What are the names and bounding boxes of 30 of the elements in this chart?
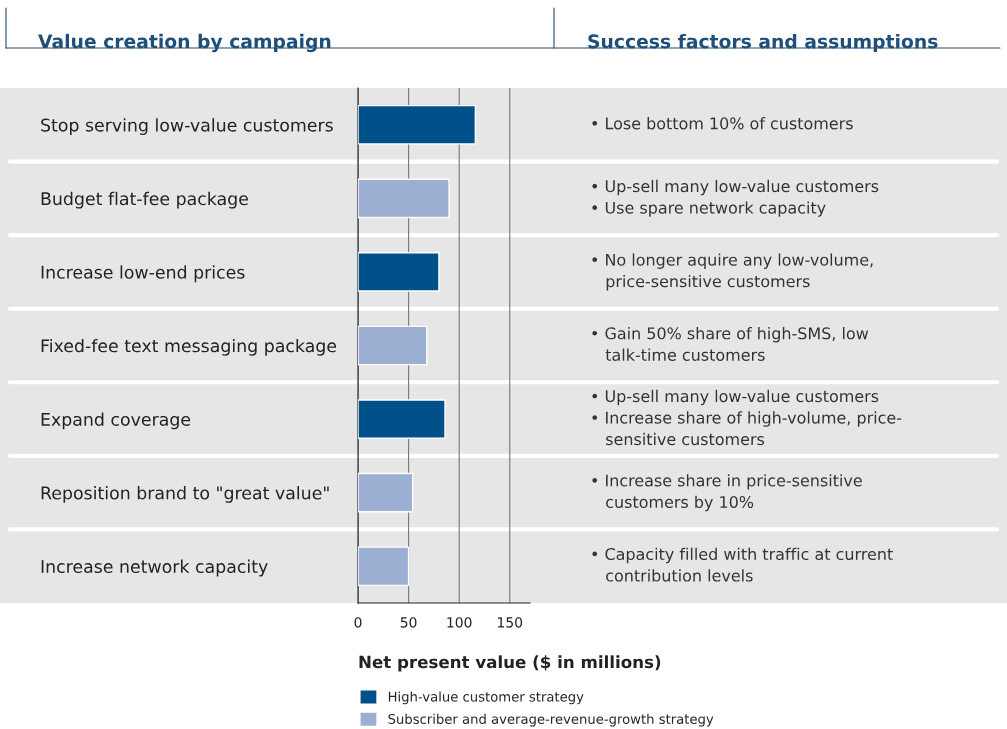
- text: • Capacity filled with traffic at current contribution levels: [592, 547, 893, 582]
- bar: [358, 399, 446, 439]
- text: Success factors and assumptions: [588, 33, 938, 53]
- text: • Increase share in price-sensitive customers by 10%: [592, 474, 862, 512]
- y-tick-label: Fixed-fee text messaging package: [41, 338, 337, 356]
- y-tick-label: Increase network capacity: [41, 559, 268, 577]
- x-tick-label: 100: [447, 617, 472, 628]
- y-tick-label: Reposition brand to "great value": [41, 486, 329, 503]
- bar: [358, 252, 440, 292]
- x-tick-label: 0: [354, 617, 362, 628]
- text: • Lose bottom 10% of customers: [592, 117, 853, 130]
- x-axis-title: Net present value ($ in millions): [359, 655, 661, 672]
- text: Value creation by campaign: [38, 33, 331, 53]
- bar: [358, 325, 428, 366]
- legend-label: Subscriber and average-revenue-growth strategy: [388, 713, 714, 727]
- text: • No longer aquire any low-volume, price-sensitive customers: [592, 253, 873, 291]
- bar: [358, 546, 410, 587]
- text: • Up-sell many low-value customers • Increase share of high-volume, price- sensitive customers: [592, 389, 902, 446]
- bar: [358, 472, 414, 513]
- text: • Up-sell many low-value customers • Use spare network capacity: [592, 179, 879, 217]
- legend-label: High-value customer strategy: [388, 691, 584, 705]
- text: • Gain 50% share of high-SMS, low talk-time customers: [592, 327, 869, 361]
- bar: [358, 104, 477, 145]
- y-tick-label: Stop serving low-value customers: [41, 118, 333, 135]
- x-tick-label: 150: [498, 617, 523, 628]
- y-tick-label: Expand coverage: [41, 412, 191, 430]
- bar: [358, 178, 450, 219]
- y-tick-label: Increase low-end prices: [41, 265, 245, 283]
- y-tick-label: Budget flat-fee package: [41, 191, 248, 209]
- x-tick-label: 50: [400, 617, 417, 628]
